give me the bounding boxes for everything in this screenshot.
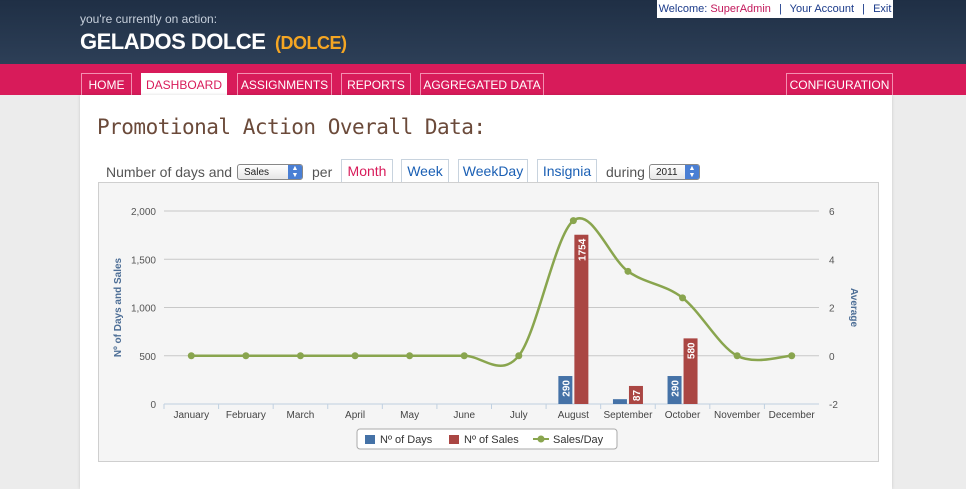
tab-dashboard[interactable]: DASHBOARD bbox=[141, 73, 227, 95]
x-tick-label: March bbox=[287, 410, 315, 421]
x-tick-label: October bbox=[665, 410, 701, 421]
current-user: SuperAdmin bbox=[710, 3, 771, 15]
period-tab-week[interactable]: Week bbox=[401, 159, 449, 183]
user-bar: Welcome: SuperAdmin | Your Account | Exi… bbox=[657, 0, 893, 18]
bar-days bbox=[667, 376, 682, 404]
exit-link[interactable]: Exit bbox=[873, 3, 892, 15]
line-point bbox=[624, 267, 632, 275]
y-right-tick-label: 6 bbox=[829, 207, 835, 218]
period-tab-month[interactable]: Month bbox=[341, 159, 393, 183]
page-title: Promotional Action Overall Data: bbox=[97, 115, 486, 139]
series-line-sales-per-day bbox=[191, 217, 792, 367]
x-tick-label: August bbox=[558, 410, 589, 421]
bar-sales bbox=[628, 385, 643, 404]
x-tick-label: May bbox=[400, 410, 419, 421]
x-tick-label: November bbox=[714, 410, 761, 421]
tab-reports[interactable]: REPORTS bbox=[341, 73, 411, 95]
tab-aggregated-data[interactable]: AGGREGATED DATA bbox=[420, 73, 544, 95]
legend-swatch-point bbox=[537, 435, 545, 443]
x-tick-label: June bbox=[453, 410, 475, 421]
legend-label-sales: Nº of Sales bbox=[464, 434, 519, 446]
y-left-tick-label: 1,000 bbox=[131, 304, 156, 315]
action-title: GELADOS DOLCE (DOLCE) bbox=[80, 29, 347, 55]
metric-select[interactable]: Sales ▲ ▼ bbox=[237, 164, 303, 180]
x-tick-label: September bbox=[603, 410, 653, 421]
bar-days bbox=[612, 399, 627, 404]
controls-prefix: Number of days and bbox=[106, 164, 233, 180]
bar-data-label: 87 bbox=[632, 390, 643, 402]
app-header: you're currently on action: GELADOS DOLC… bbox=[0, 0, 966, 64]
year-select-value: 2011 bbox=[656, 167, 678, 178]
y-right-axis-title: Average bbox=[848, 288, 859, 328]
period-tab-insignia[interactable]: Insignia bbox=[537, 159, 597, 183]
bar-sales bbox=[683, 338, 698, 404]
legend-box bbox=[356, 428, 618, 450]
line-point bbox=[187, 352, 195, 360]
x-tick-label: December bbox=[769, 410, 816, 421]
y-left-tick-label: 500 bbox=[139, 352, 156, 363]
bar-sales bbox=[574, 234, 589, 404]
x-tick-label: April bbox=[345, 410, 365, 421]
y-left-tick-label: 2,000 bbox=[131, 207, 156, 218]
bar-data-label: 290 bbox=[561, 380, 572, 397]
period-tab-weekday[interactable]: WeekDay bbox=[458, 159, 528, 183]
y-left-axis-title: Nº of Days and Sales bbox=[113, 257, 124, 357]
select-arrows-icon: ▲ ▼ bbox=[288, 165, 302, 179]
tab-assignments[interactable]: ASSIGNMENTS bbox=[237, 73, 332, 95]
select-arrows-icon: ▲ ▼ bbox=[685, 165, 699, 179]
y-right-tick-label: 4 bbox=[829, 255, 835, 266]
legend-swatch-sales bbox=[449, 435, 459, 444]
line-point bbox=[733, 352, 741, 360]
line-point bbox=[296, 352, 304, 360]
bar-days bbox=[558, 376, 573, 404]
line-point bbox=[679, 294, 687, 302]
during-label: during bbox=[606, 164, 645, 180]
y-right-tick-label: 0 bbox=[829, 352, 835, 363]
x-tick-label: January bbox=[174, 410, 210, 421]
bar-data-label: 1754 bbox=[577, 238, 588, 261]
your-account-link[interactable]: Your Account bbox=[789, 3, 855, 15]
per-label: per bbox=[312, 164, 333, 180]
metric-select-value: Sales bbox=[244, 167, 270, 178]
separator: | bbox=[778, 3, 782, 15]
tab-home[interactable]: HOME bbox=[81, 73, 132, 95]
chart-container: 0 500 1,000 1,500 2,000 -2 0 2 4 6 Nº of Days and … bbox=[98, 182, 879, 462]
bar-data-label: 290 bbox=[671, 380, 682, 397]
tab-configuration[interactable]: CONFIGURATION bbox=[786, 73, 893, 95]
line-point bbox=[460, 352, 468, 360]
y-right-tick-label: 2 bbox=[829, 304, 835, 315]
main-nav: HOME DASHBOARD ASSIGNMENTS REPORTS AGGRE… bbox=[0, 64, 966, 95]
line-point bbox=[242, 352, 250, 360]
line-point bbox=[351, 352, 359, 360]
line-point bbox=[569, 217, 577, 225]
action-subtitle: you're currently on action: bbox=[80, 12, 218, 26]
line-point bbox=[406, 352, 414, 360]
bar-data-label: 580 bbox=[687, 342, 698, 359]
action-code: (DOLCE) bbox=[275, 33, 347, 53]
legend-label-avg: Sales/Day bbox=[553, 434, 604, 446]
x-tick-label: February bbox=[226, 410, 266, 421]
action-name: GELADOS DOLCE bbox=[80, 29, 266, 54]
y-right-tick-label: -2 bbox=[829, 400, 838, 411]
line-point bbox=[788, 352, 796, 360]
separator: | bbox=[862, 3, 866, 15]
year-select[interactable]: 2011 ▲ ▼ bbox=[649, 164, 700, 180]
welcome-label: Welcome: bbox=[658, 3, 708, 15]
y-left-tick-label: 1,500 bbox=[131, 255, 156, 266]
legend-label-days: Nº of Days bbox=[380, 434, 433, 446]
legend-swatch-days bbox=[365, 435, 375, 444]
line-point bbox=[515, 352, 523, 360]
x-tick-label: July bbox=[510, 410, 528, 421]
sales-chart: 0 500 1,000 1,500 2,000 -2 0 2 4 6 Nº of Days and … bbox=[113, 207, 859, 450]
y-left-tick-label: 0 bbox=[150, 400, 156, 411]
